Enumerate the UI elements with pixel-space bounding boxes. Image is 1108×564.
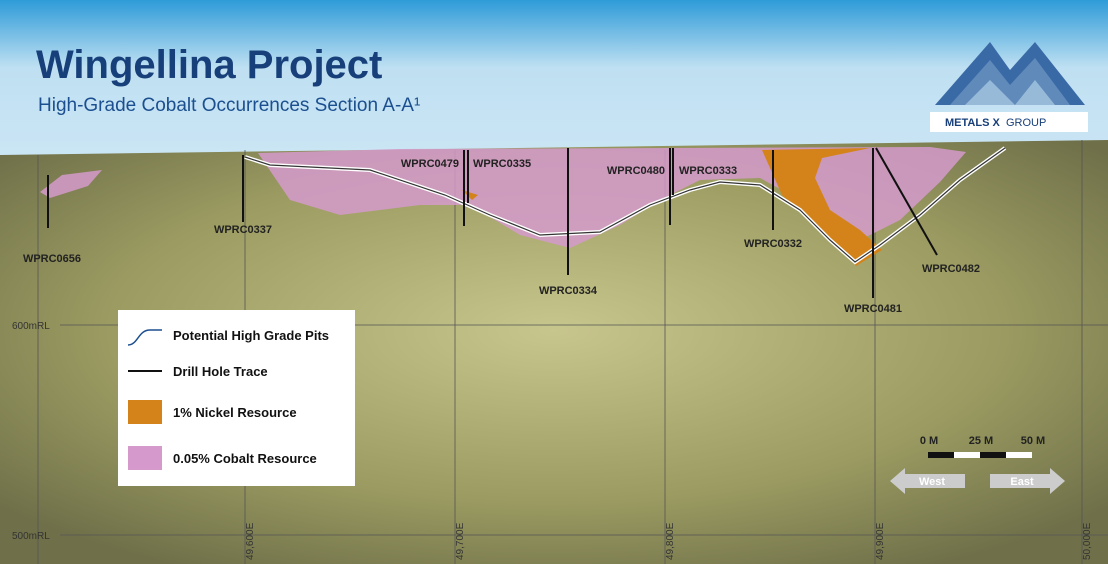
direction-arrows: West East [890, 468, 1065, 494]
pit-outline [244, 146, 1007, 265]
drill-hole-label: WPRC0481 [844, 303, 902, 315]
drill-hole-label: WPRC0337 [214, 224, 272, 236]
nickel-zone [762, 148, 882, 266]
legend-label: 0.05% Cobalt Resource [173, 451, 317, 466]
drill-hole-label: WPRC0656 [23, 253, 81, 265]
direction-label: West [919, 476, 945, 488]
nickel-zone [462, 190, 478, 200]
legend: Potential High Grade Pits Drill Hole Tra… [118, 310, 355, 486]
scale-label: 0 M [920, 435, 938, 447]
legend-label: Drill Hole Trace [173, 364, 268, 379]
elevation-label: 600mRL [12, 321, 50, 332]
drill-hole-label: WPRC0332 [744, 238, 802, 250]
easting-label: 49,800E [665, 522, 676, 560]
easting-label: 49,700E [455, 522, 466, 560]
logo-text: METALS X [945, 117, 1000, 129]
drill-hole-label: WPRC0480 [607, 165, 665, 177]
subtitle: High-Grade Cobalt Occurrences Section A-… [38, 95, 420, 116]
legend-label: 1% Nickel Resource [173, 405, 297, 420]
cobalt-zone [40, 170, 102, 198]
scale-label: 50 M [1021, 435, 1045, 447]
title: Wingellina Project [36, 43, 382, 87]
easting-label: 49,600E [245, 522, 256, 560]
easting-label: 49,900E [875, 522, 886, 560]
easting-label: 50,000E [1082, 522, 1093, 560]
drill-hole-label: WPRC0335 [473, 158, 531, 170]
drill-hole-label: WPRC0482 [922, 263, 980, 275]
scale-bar: 0 M 25 M 50 M [920, 435, 1045, 458]
logo-text: GROUP [1006, 117, 1046, 129]
drill-hole-label: WPRC0334 [539, 285, 598, 297]
drill-hole-label: WPRC0333 [679, 165, 737, 177]
drill-hole-label: WPRC0479 [401, 158, 459, 170]
scale-label: 25 M [969, 435, 993, 447]
direction-label: East [1010, 476, 1034, 488]
logo: METALS X GROUP [930, 42, 1088, 132]
elevation-label: 500mRL [12, 531, 50, 542]
drill-holes [47, 147, 938, 298]
legend-label: Potential High Grade Pits [173, 328, 329, 343]
